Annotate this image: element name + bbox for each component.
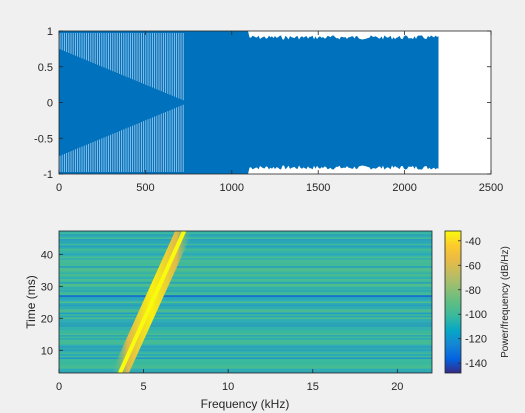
waveform-y-tick-label: 0.5 (38, 62, 53, 74)
waveform-y-tick-label: -0.5 (34, 133, 53, 145)
colorbar: -40 -60 -80 -100 -120 -140 Power/frequency (d… (444, 230, 511, 374)
colorbar-tick-label: -80 (465, 285, 481, 297)
spectrogram-x-label: Frequency (kHz) (201, 397, 290, 411)
spectrogram-y-tick-label: 30 (41, 281, 53, 293)
spectrogram-x-tick-label: 10 (222, 381, 234, 393)
waveform-x-tick-label: 0 (56, 182, 62, 194)
spectrogram-y-ticks: 40 30 20 10 (41, 249, 63, 357)
colorbar-gradient (445, 231, 461, 373)
spectrogram-axes-box (58, 230, 433, 374)
spectrogram-bands (59, 231, 432, 373)
spectrogram-y-tick-label: 40 (41, 249, 53, 261)
waveform-x-tick-label: 1500 (306, 182, 330, 194)
waveform-x-ticks: 0 500 1000 1500 2000 2500 (56, 31, 503, 194)
colorbar-tick-label: -100 (465, 309, 487, 321)
waveform-fill (59, 31, 439, 174)
spectrogram-x-ticks: 0 5 10 15 20 (56, 369, 403, 393)
colorbar-tick-label: -120 (465, 334, 487, 346)
colorbar-box (444, 230, 462, 374)
spectrogram-dark-band (59, 295, 432, 297)
waveform-x-tick-label: 2500 (479, 182, 503, 194)
waveform-y-tick-label: 0 (47, 98, 53, 110)
chirp-ridge-core (118, 231, 187, 373)
spectrogram-y-tick-label: 20 (41, 313, 53, 325)
spectrogram-x-tick-label: 15 (307, 381, 319, 393)
spectrogram-axes: 0 5 10 15 20 40 30 20 10 Frequency (kHz) Time (… (24, 230, 433, 411)
waveform-x-tick-label: 2000 (392, 182, 416, 194)
colorbar-tick-label: -40 (465, 236, 481, 248)
colorbar-ticks: -40 -60 -80 -100 -120 -140 (458, 236, 487, 370)
spectrogram-y-label: Time (ms) (24, 275, 38, 329)
waveform-series (59, 31, 439, 174)
waveform-x-tick-label: 1000 (220, 182, 244, 194)
colorbar-label: Power/frequency (dB/Hz) (500, 246, 511, 358)
spectrogram-x-tick-label: 0 (56, 381, 62, 393)
spectrogram-x-tick-label: 5 (141, 381, 147, 393)
colorbar-tick-label: -60 (465, 260, 481, 272)
waveform-y-tick-label: 1 (47, 26, 53, 38)
waveform-y-ticks: 1 0.5 0 -0.5 -1 (34, 26, 491, 181)
colorbar-tick-label: -140 (465, 358, 487, 370)
waveform-x-tick-label: 500 (136, 182, 154, 194)
spectrogram-y-tick-label: 10 (41, 345, 53, 357)
waveform-y-tick-label: -1 (43, 169, 53, 181)
waveform-axes: 0 500 1000 1500 2000 2500 1 0.5 0 -0.5 -1 (34, 26, 503, 194)
spectrogram-x-tick-label: 20 (391, 381, 403, 393)
